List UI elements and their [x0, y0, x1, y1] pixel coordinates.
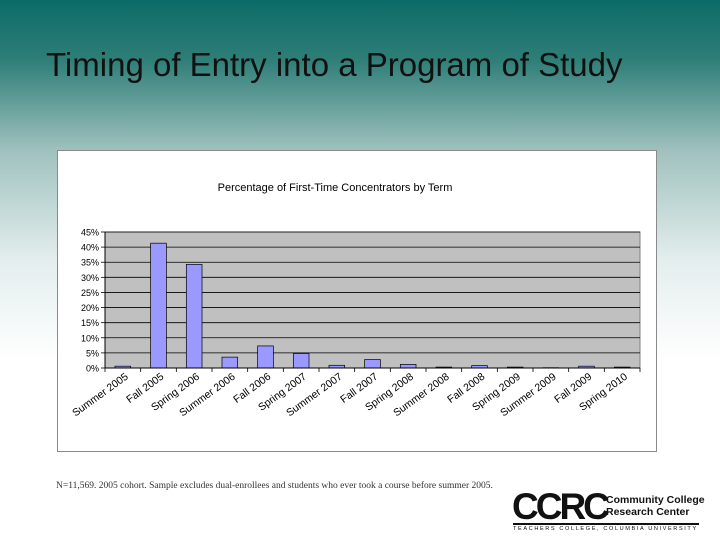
y-tick-label: 35%	[81, 258, 99, 268]
sample-footnote: N=11,569. 2005 cohort. Sample excludes d…	[56, 481, 493, 491]
bar	[185, 263, 203, 369]
bar	[399, 364, 417, 369]
slide-title: Timing of Entry into a Program of Study	[46, 46, 623, 83]
bar	[221, 356, 239, 369]
x-tick-label: Summer 2005	[70, 371, 131, 420]
y-tick-label: 10%	[81, 333, 99, 343]
chart-title: Percentage of First-Time Concentrators b…	[218, 182, 453, 194]
bar	[257, 345, 274, 369]
logo-name-line1: Community College	[606, 494, 705, 506]
logo-divider	[513, 523, 699, 525]
ccrc-logo: CCRC Community College Research Center T…	[512, 486, 705, 534]
logo-name-line2: Research Center	[606, 506, 690, 518]
logo-name: Community College Research Center	[606, 494, 706, 518]
y-tick-label: 45%	[81, 228, 99, 238]
bar	[150, 242, 167, 369]
y-tick-label: 20%	[81, 303, 99, 313]
y-tick-label: 15%	[81, 318, 99, 328]
chart-panel: Percentage of First-Time Concentrators b…	[57, 150, 657, 452]
logo-tagline: TEACHERS COLLEGE, COLUMBIA UNIVERSITY	[513, 526, 698, 532]
plot-area	[104, 231, 641, 369]
y-tick-label: 40%	[81, 243, 99, 253]
y-tick-label: 25%	[81, 288, 99, 298]
y-tick-label: 5%	[86, 348, 99, 358]
bar-chart: Percentage of First-Time Concentrators b…	[70, 182, 641, 420]
bar	[364, 359, 381, 369]
logo-mark: CCRC	[512, 486, 610, 527]
y-tick-label: 30%	[81, 273, 99, 283]
y-tick-label: 0%	[86, 364, 99, 374]
bar	[292, 353, 310, 369]
